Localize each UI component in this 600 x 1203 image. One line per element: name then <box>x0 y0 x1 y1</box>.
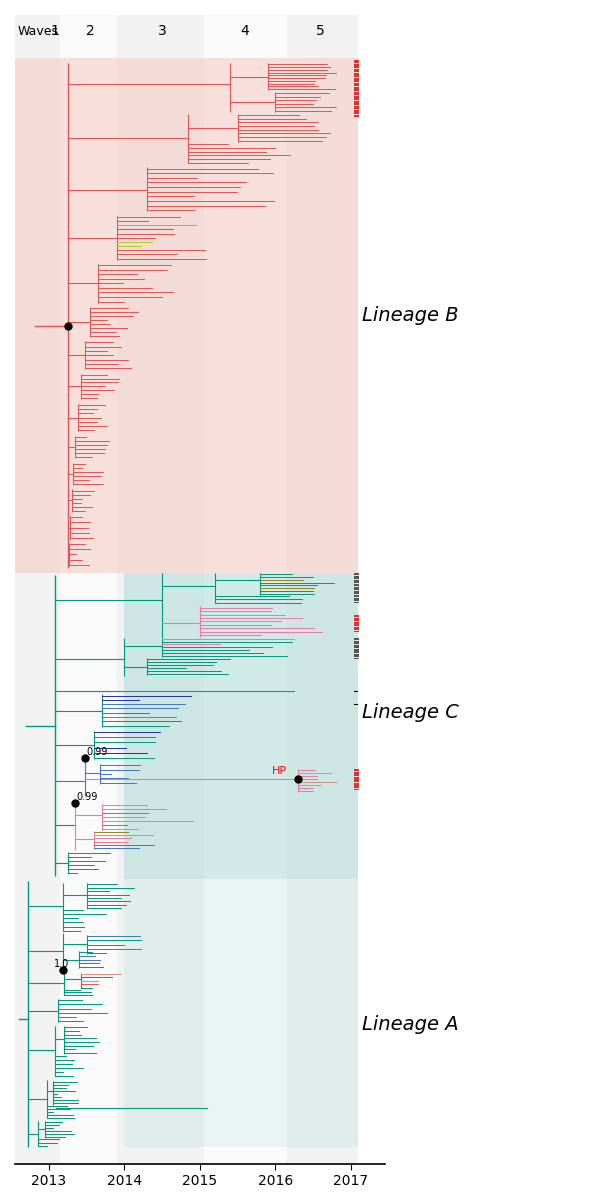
Text: 2: 2 <box>86 24 95 38</box>
Text: 0.99: 0.99 <box>86 747 107 757</box>
Text: HP: HP <box>271 766 287 776</box>
Text: 3: 3 <box>158 24 166 38</box>
Text: 1.0: 1.0 <box>53 959 69 970</box>
Text: Lineage B: Lineage B <box>362 306 458 325</box>
Bar <box>117 14 203 1163</box>
Bar <box>355 769 359 790</box>
Bar <box>124 879 358 1148</box>
Bar <box>355 615 359 633</box>
Bar <box>60 14 117 1163</box>
Bar <box>203 14 287 1163</box>
Bar <box>287 14 358 1163</box>
Text: 4: 4 <box>241 24 250 38</box>
Text: Lineage C: Lineage C <box>362 704 459 722</box>
Text: 1: 1 <box>50 24 59 38</box>
Bar <box>15 14 60 1163</box>
Bar <box>355 60 359 117</box>
Bar <box>124 573 358 879</box>
Text: Waves: Waves <box>17 24 58 37</box>
Text: Lineage A: Lineage A <box>362 1014 458 1033</box>
Bar <box>15 58 358 573</box>
Bar <box>355 573 359 603</box>
Bar <box>355 638 359 659</box>
Text: 0.99: 0.99 <box>76 792 97 801</box>
Text: 5: 5 <box>316 24 325 38</box>
